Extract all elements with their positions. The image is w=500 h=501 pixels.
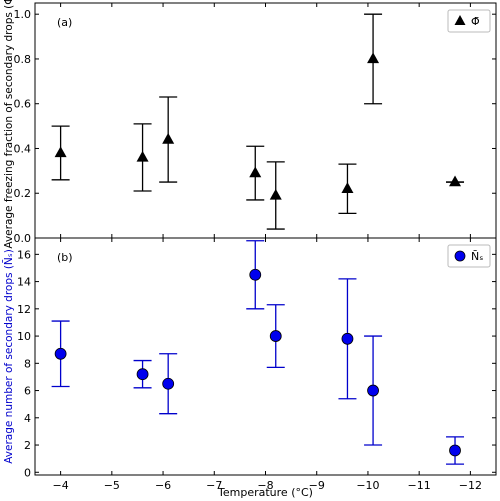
legend: N̄ₛ — [447, 244, 491, 268]
x-tick-label: −8 — [257, 479, 273, 492]
y-tick-label: 0 — [24, 466, 31, 479]
y-axis-label: Average number of secondary drops (N̄ₛ) — [2, 249, 15, 464]
y-tick-label: 12 — [17, 303, 31, 316]
y-tick-label: 0.6 — [14, 98, 32, 111]
y-tick-label: 0.4 — [14, 142, 32, 155]
data-point-circle — [162, 377, 175, 390]
y-tick-label: 14 — [17, 276, 31, 289]
data-point-circle — [341, 332, 354, 345]
legend: Φ̄ — [447, 9, 491, 33]
x-axis-label: Temperature (°C) — [217, 486, 313, 499]
y-tick-label: 0.0 — [14, 232, 32, 245]
plot-frame — [34, 237, 497, 476]
legend-marker-triangle — [454, 15, 466, 25]
data-point-triangle — [449, 175, 462, 187]
data-point-triangle — [249, 166, 262, 178]
legend-marker-circle — [454, 250, 466, 262]
legend-box — [447, 244, 491, 268]
y-tick-label: 4 — [24, 412, 31, 425]
panel-label: (b) — [57, 251, 73, 264]
x-tick-label: −9 — [309, 479, 325, 492]
x-tick-label: −6 — [155, 479, 171, 492]
y-tick-label: 0.8 — [14, 53, 32, 66]
x-tick-label: −5 — [104, 479, 120, 492]
y-tick-label: 16 — [17, 248, 31, 261]
y-axis-label: Average freezing fraction of secondary d… — [3, 0, 15, 249]
data-point-circle — [136, 368, 149, 381]
y-tick-label: 10 — [17, 330, 31, 343]
data-point-circle — [269, 330, 282, 342]
data-point-circle — [449, 444, 461, 457]
legend-box — [447, 9, 491, 33]
y-tick-label: 0.2 — [14, 187, 32, 200]
data-point-triangle — [367, 52, 380, 64]
x-tick-label: −4 — [53, 479, 69, 492]
plot-frame — [34, 2, 497, 239]
y-tick-label: 8 — [24, 357, 31, 370]
y-tick-label: 2 — [24, 439, 31, 452]
y-tick-label: 6 — [24, 385, 31, 398]
data-point-circle — [367, 384, 379, 397]
data-point-circle — [249, 268, 262, 281]
data-point-triangle — [162, 132, 175, 144]
x-tick-label: −11 — [408, 479, 431, 492]
data-point-circle — [54, 347, 67, 360]
legend-label: Φ̄ — [471, 15, 480, 28]
x-tick-label: −10 — [356, 479, 379, 492]
data-point-triangle — [54, 146, 67, 158]
x-tick-label: −12 — [459, 479, 482, 492]
panel-label: (a) — [57, 16, 72, 29]
y-tick-label: 1.0 — [14, 8, 32, 21]
legend-label: N̄ₛ — [471, 250, 483, 263]
x-tick-label: −7 — [206, 479, 222, 492]
data-point-triangle — [341, 182, 354, 193]
panel-b: 0 2 4 6 8 10 12 14 16 −4 −5 −6 −7 −8 −9 −10 −11 −12 Averag… — [2, 237, 497, 492]
data-point-triangle — [136, 150, 149, 162]
data-point-triangle — [269, 188, 282, 200]
